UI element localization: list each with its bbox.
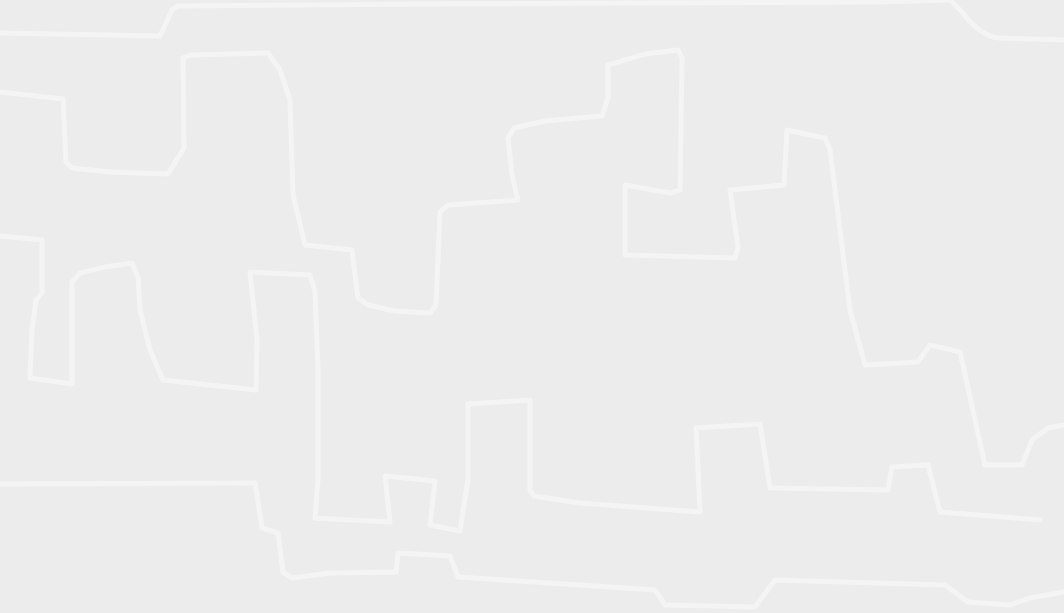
decorative-line	[0, 0, 1064, 43]
decorative-line	[0, 47, 1064, 468]
decorative-line	[0, 480, 1064, 610]
decorative-line	[0, 233, 1043, 534]
